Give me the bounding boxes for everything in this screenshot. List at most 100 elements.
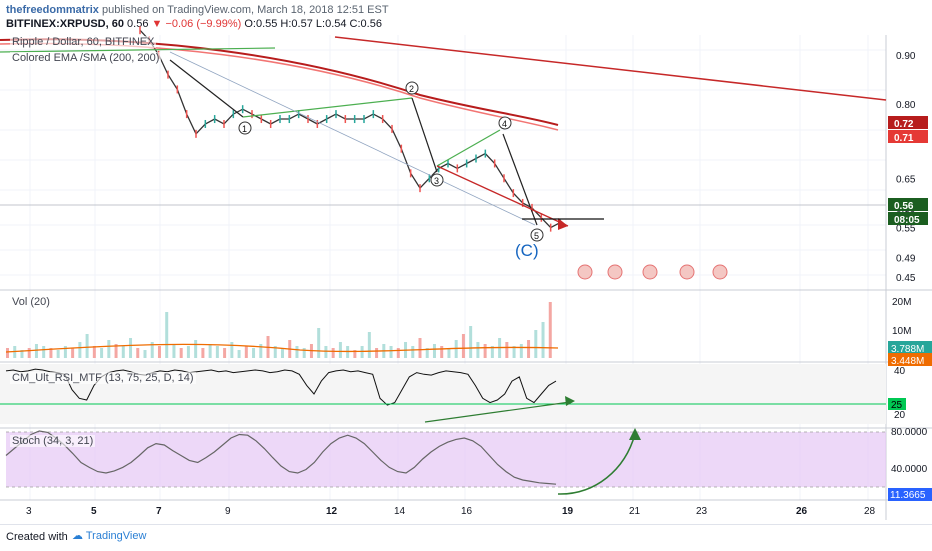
volume-bar: [527, 340, 531, 358]
volume-bar: [63, 346, 67, 358]
time-tick-label: 9: [225, 506, 231, 517]
price-tick-label: 0.80: [896, 100, 916, 111]
tradingview-logo-link[interactable]: ☁ TradingView: [72, 529, 146, 542]
volume-bar: [440, 346, 444, 358]
time-tick-label: 7: [156, 506, 162, 517]
price-tag-label: 0.72: [894, 119, 914, 130]
volume-bar: [273, 346, 277, 358]
volume-bar: [353, 350, 357, 358]
volume-bar: [519, 344, 523, 358]
volume-bar: [165, 312, 169, 358]
volume-tag-label: 3.448M: [891, 356, 924, 367]
volume-bar: [223, 348, 227, 358]
published-text: published on TradingView.com, March 18, …: [101, 4, 389, 16]
volume-bar: [338, 342, 342, 358]
volume-bar: [34, 344, 38, 358]
time-axis: 3 5 7 9 12 14 16 19 21 23 26 28: [26, 506, 876, 517]
volume-tick-label: 20M: [892, 297, 911, 308]
volume-bar: [237, 350, 241, 358]
event-flag-icon: [577, 264, 593, 280]
channel-line-red: [436, 165, 569, 227]
price-tick-label: 0.65: [896, 174, 916, 185]
time-tick-label: 19: [562, 506, 574, 517]
volume-bar: [27, 348, 31, 358]
ohlc-values: O:0.55 H:0.57 L:0.54 C:0.56: [244, 18, 382, 30]
wave-marker: [498, 116, 512, 130]
stoch-label: Stoch (34, 3, 21): [10, 435, 96, 447]
volume-bar: [129, 338, 133, 358]
tradingview-cloud-icon: ☁: [72, 530, 83, 542]
stoch-tick-label: 40.0000: [891, 464, 928, 475]
event-flag-icon: [642, 264, 658, 280]
rsi-label: CM_Ult_RSI_MTF (13, 75, 25, D, 14): [10, 372, 196, 384]
volume-tag-label: 3.788M: [891, 344, 924, 355]
price-tick-label: 0.55: [896, 224, 916, 235]
arrow-head: [565, 396, 575, 406]
stoch-band: [6, 432, 886, 487]
volume-bar: [143, 350, 147, 358]
volume-bar: [179, 348, 183, 358]
time-tick-label: 28: [864, 506, 876, 517]
drawing-tools: 1 2 3 4 5(C): [0, 36, 887, 280]
price-tick-label: 0.90: [896, 51, 916, 62]
volume-bar: [259, 344, 263, 358]
volume-bar: [244, 346, 248, 358]
time-tick-label: 16: [461, 506, 473, 517]
rsi-tag-label: 25: [891, 400, 903, 411]
axis-frame: [0, 35, 932, 520]
volume-bar: [172, 344, 176, 358]
volume-bar: [71, 348, 75, 358]
volume-bar: [375, 348, 379, 358]
volume-bar: [100, 348, 104, 358]
wave-marker: [238, 121, 252, 135]
event-flag-icon: [679, 264, 695, 280]
arrow-head: [558, 218, 568, 230]
stoch-tag-label: 11.3665: [890, 490, 926, 501]
event-flag-icon: [607, 264, 623, 280]
wave-line: [502, 133, 538, 226]
rsi-divergence-line: [424, 401, 571, 423]
price-tick-label: 0.45: [896, 273, 916, 284]
time-tick-label: 26: [796, 506, 808, 517]
grid: [0, 35, 886, 500]
price-tag-label: 0.56: [894, 201, 914, 212]
price-tag-box: [888, 116, 928, 129]
price-line: [139, 29, 561, 229]
volume-bar: [157, 346, 161, 358]
last-price: 0.56: [127, 18, 149, 30]
chart-canvas[interactable]: 0.900.800.650.590.550.490.45 0.720.710.5…: [0, 0, 932, 525]
volume-bar: [469, 326, 473, 358]
rsi-tick-label: 40: [894, 366, 906, 377]
volume-tag-box: [888, 341, 932, 354]
wave-line: [169, 59, 244, 118]
trend-line-long: [334, 36, 887, 101]
volume-bar: [396, 348, 400, 358]
author-name[interactable]: thefreedommatrix: [6, 4, 99, 16]
volume-bar: [331, 348, 335, 358]
volume-bar: [548, 302, 552, 358]
volume-bar: [418, 338, 422, 358]
trend-line-green: [0, 47, 276, 53]
volume-bar: [42, 346, 46, 358]
volume-bar: [483, 344, 487, 358]
volume-bar: [230, 342, 234, 358]
volume-bar: [295, 346, 299, 358]
volume-bar: [215, 346, 219, 358]
volume-bar: [411, 346, 415, 358]
price-tag-label: 08:05: [894, 215, 920, 226]
wave-marker: [430, 173, 444, 187]
footer: Created with ☁ TradingView: [0, 524, 932, 551]
stoch-pane: 80.0000 40.0000 11.3665: [5, 427, 932, 501]
wave-marker: [405, 81, 419, 95]
rsi-tick-label: 20: [894, 410, 906, 421]
brand-text: TradingView: [85, 530, 147, 542]
arrow-head: [629, 428, 641, 440]
volume-bar: [461, 334, 465, 358]
wave-label: 2: [409, 84, 414, 94]
wave-line: [436, 129, 501, 167]
wave-label: 5: [534, 231, 539, 241]
stoch-tag-box: [888, 488, 932, 501]
volume-bar: [78, 342, 82, 358]
volume-bar: [20, 350, 24, 358]
